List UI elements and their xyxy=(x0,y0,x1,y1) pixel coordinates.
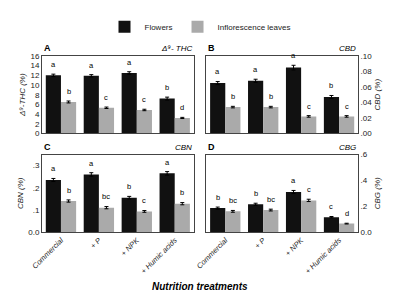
svg-text:0: 0 xyxy=(35,129,40,138)
svg-text:c: c xyxy=(345,102,349,111)
svg-text:a: a xyxy=(165,158,170,167)
svg-text:a: a xyxy=(291,176,296,185)
svg-text:16: 16 xyxy=(30,52,39,61)
svg-text:0.0: 0.0 xyxy=(361,228,373,237)
svg-text:.10: .10 xyxy=(361,52,373,61)
svg-text:a: a xyxy=(89,61,94,70)
svg-text:A: A xyxy=(44,43,51,53)
svg-text:a: a xyxy=(253,65,258,74)
svg-text:+ NPK: + NPK xyxy=(119,235,142,258)
svg-text:a: a xyxy=(215,67,220,76)
svg-text:b: b xyxy=(329,81,333,90)
svg-text:.6: .6 xyxy=(361,150,368,159)
svg-text:b: b xyxy=(180,188,184,197)
svg-text:a: a xyxy=(51,164,56,173)
svg-text:.04: .04 xyxy=(361,98,373,107)
svg-text:.1: .1 xyxy=(33,206,40,215)
svg-text:a: a xyxy=(89,159,94,168)
svg-text:d: d xyxy=(345,209,349,218)
svg-text:CBD (%): CBD (%) xyxy=(373,79,382,111)
svg-text:CBG (%): CBG (%) xyxy=(373,177,382,209)
svg-text:Flowers: Flowers xyxy=(145,23,173,32)
svg-text:.02: .02 xyxy=(361,114,373,123)
svg-text:8: 8 xyxy=(35,91,40,100)
svg-text:.08: .08 xyxy=(361,67,373,76)
svg-text:Commercial: Commercial xyxy=(195,236,230,271)
svg-text:.00: .00 xyxy=(361,129,373,138)
svg-text:b: b xyxy=(231,92,235,101)
svg-text:2: 2 xyxy=(35,120,40,129)
svg-text:Inflorescence leaves: Inflorescence leaves xyxy=(218,23,291,32)
svg-text:.2: .2 xyxy=(361,202,368,211)
svg-text:b: b xyxy=(67,186,71,195)
svg-text:CBD: CBD xyxy=(339,44,356,53)
svg-text:CBN: CBN xyxy=(175,143,192,152)
svg-text:d: d xyxy=(180,103,184,112)
svg-text:c: c xyxy=(307,185,311,194)
svg-text:+ P: + P xyxy=(253,236,267,250)
svg-text:b: b xyxy=(127,182,131,191)
svg-text:4: 4 xyxy=(35,110,40,119)
svg-text:B: B xyxy=(208,43,215,53)
svg-text:a: a xyxy=(51,60,56,69)
svg-text:6: 6 xyxy=(35,100,40,109)
svg-text:a: a xyxy=(291,51,296,60)
svg-text:b: b xyxy=(67,87,71,96)
svg-text:0.0: 0.0 xyxy=(28,228,40,237)
svg-text:.06: .06 xyxy=(361,83,373,92)
svg-text:a: a xyxy=(127,58,132,67)
svg-text:+ Humic acids: + Humic acids xyxy=(303,236,343,276)
svg-text:D: D xyxy=(208,142,215,152)
svg-text:c: c xyxy=(142,196,146,205)
svg-text:C: C xyxy=(44,142,51,152)
svg-text:b: b xyxy=(269,92,273,101)
svg-text:Δ⁹- THC: Δ⁹- THC xyxy=(161,44,192,53)
svg-text:.3: .3 xyxy=(33,161,40,170)
svg-text:c: c xyxy=(104,93,108,102)
svg-text:bc: bc xyxy=(229,196,237,205)
svg-text:+ Humic acids: + Humic acids xyxy=(139,236,179,276)
svg-text:b: b xyxy=(254,189,258,198)
svg-text:CBG: CBG xyxy=(339,143,356,152)
svg-text:10: 10 xyxy=(30,81,39,90)
svg-text:Δ⁹-THC (%): Δ⁹-THC (%) xyxy=(18,73,27,117)
svg-text:bc: bc xyxy=(102,192,110,201)
svg-text:+ P: + P xyxy=(88,236,102,250)
svg-text:b: b xyxy=(165,83,169,92)
svg-text:bc: bc xyxy=(267,195,275,204)
svg-text:12: 12 xyxy=(30,71,39,80)
svg-text:Nutrition treatments: Nutrition treatments xyxy=(152,281,248,292)
svg-text:.2: .2 xyxy=(33,184,40,193)
svg-text:Commercial: Commercial xyxy=(30,236,65,271)
svg-text:c: c xyxy=(329,202,333,211)
svg-text:+ NPK: + NPK xyxy=(283,235,306,258)
svg-text:14: 14 xyxy=(30,61,39,70)
svg-text:c: c xyxy=(307,102,311,111)
svg-text:c: c xyxy=(142,95,146,104)
svg-text:b: b xyxy=(216,193,220,202)
svg-text:.4: .4 xyxy=(361,176,368,185)
svg-text:CBN (%): CBN (%) xyxy=(16,177,25,209)
